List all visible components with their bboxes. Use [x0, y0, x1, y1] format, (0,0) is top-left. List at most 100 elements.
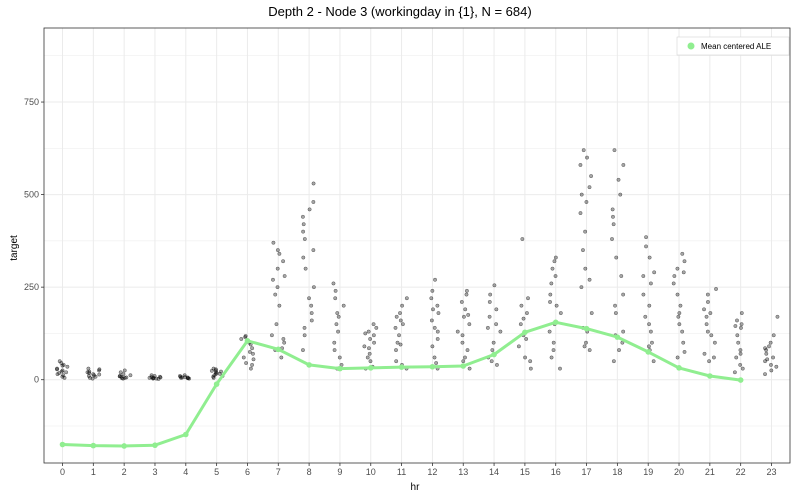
legend-key-mean-centered-ale	[687, 42, 695, 50]
data-point	[398, 342, 403, 347]
x-tick-label: 23	[766, 467, 776, 477]
data-point	[62, 375, 67, 380]
data-point	[459, 300, 464, 304]
data-point	[487, 314, 492, 319]
data-point	[311, 181, 316, 186]
data-point	[239, 337, 244, 341]
data-point	[581, 148, 586, 153]
observation-points	[55, 148, 780, 381]
data-point	[65, 364, 70, 369]
data-point	[612, 148, 617, 153]
x-tick-label: 11	[397, 467, 406, 477]
data-point	[271, 277, 275, 282]
data-point	[177, 374, 182, 378]
data-point	[709, 333, 714, 338]
y-tick-label: 500	[24, 190, 39, 200]
data-point	[644, 235, 649, 240]
data-point	[394, 348, 398, 353]
data-point	[682, 349, 687, 354]
panel-border	[43, 27, 791, 464]
data-point	[400, 303, 405, 308]
ale-point	[121, 443, 127, 449]
data-point	[57, 359, 62, 364]
data-point	[677, 322, 682, 327]
data-point	[465, 348, 470, 353]
data-point	[430, 288, 435, 293]
x-tick-label: 19	[643, 467, 653, 477]
data-point	[585, 155, 589, 160]
data-point	[489, 359, 494, 364]
x-tick-label: 17	[582, 467, 592, 477]
data-point	[311, 248, 316, 253]
data-point	[341, 303, 346, 308]
grid	[44, 28, 790, 463]
data-point	[371, 322, 376, 327]
data-point	[431, 307, 435, 312]
ale-point	[737, 377, 744, 383]
data-point	[618, 192, 623, 197]
data-point	[336, 314, 341, 319]
data-point	[182, 373, 187, 378]
data-point	[433, 277, 437, 282]
data-point	[547, 329, 552, 334]
data-point	[621, 329, 626, 334]
x-tick-label: 2	[122, 467, 127, 477]
data-point	[589, 311, 594, 316]
data-point	[775, 314, 780, 319]
x-tick-label: 20	[674, 467, 684, 477]
data-point	[498, 329, 503, 334]
ale-point	[306, 362, 312, 368]
data-point	[309, 318, 314, 323]
ale-point	[275, 346, 282, 353]
data-point	[558, 311, 563, 316]
data-point	[367, 351, 372, 356]
x-tick-label: 0	[60, 467, 65, 477]
data-point	[554, 303, 559, 308]
ale-point	[552, 319, 559, 326]
data-point	[435, 303, 440, 308]
data-point	[589, 174, 594, 179]
data-point	[429, 318, 434, 323]
data-point	[735, 318, 739, 323]
data-point	[702, 351, 707, 356]
data-point	[553, 255, 558, 260]
data-point	[764, 351, 769, 356]
data-point	[524, 337, 529, 341]
ale-point	[213, 381, 220, 387]
data-point	[277, 303, 282, 308]
data-point	[738, 362, 743, 367]
ale-point	[59, 441, 66, 448]
data-point	[331, 281, 336, 286]
data-point	[651, 359, 656, 364]
data-point	[435, 329, 440, 334]
data-point	[302, 333, 307, 338]
x-tick-label: 15	[520, 467, 530, 477]
ale-point	[676, 365, 682, 371]
data-point	[732, 370, 737, 375]
x-tick-label: 21	[705, 467, 715, 477]
data-point	[279, 355, 284, 360]
data-point	[398, 311, 402, 316]
data-point	[494, 307, 499, 312]
ale-point	[583, 325, 590, 332]
data-point	[282, 340, 287, 345]
data-point	[362, 344, 367, 349]
data-point	[432, 325, 437, 330]
data-point	[494, 322, 499, 327]
data-point	[122, 368, 127, 373]
data-point	[488, 292, 493, 297]
x-tick-label: 1	[91, 467, 96, 477]
data-point	[395, 340, 400, 345]
data-point	[124, 375, 129, 380]
data-point	[374, 325, 379, 330]
data-point	[711, 355, 716, 360]
legend: Mean centered ALE	[676, 36, 790, 56]
data-point	[466, 312, 471, 317]
data-point	[97, 372, 102, 377]
data-point	[613, 311, 618, 316]
data-point	[128, 373, 133, 378]
x-tick-label: 18	[612, 467, 622, 477]
data-point	[301, 255, 306, 260]
data-point	[185, 375, 190, 380]
data-point	[611, 222, 616, 227]
